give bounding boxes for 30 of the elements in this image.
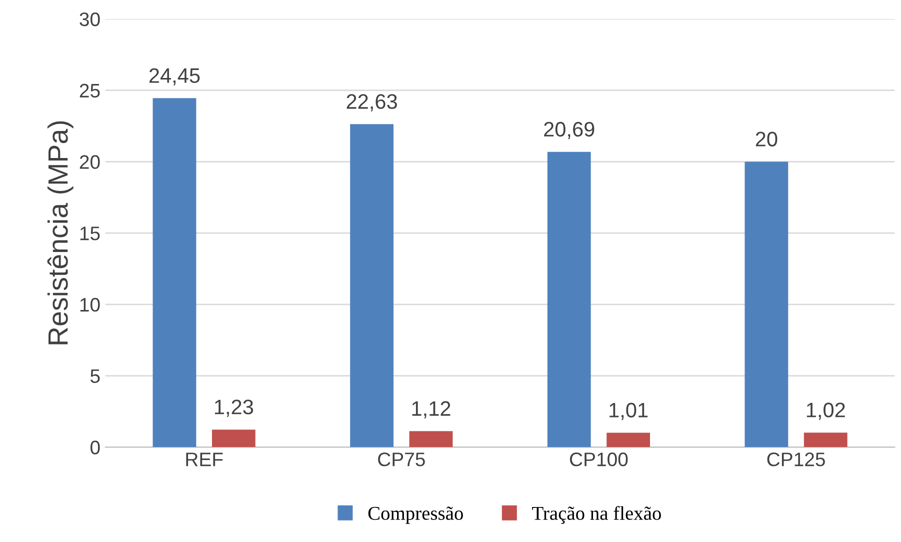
y-tick-label: 30: [80, 12, 100, 26]
y-tick-label: 10: [80, 298, 100, 312]
data-label: 1,02: [806, 402, 845, 420]
y-tick-label: 15: [80, 226, 100, 240]
x-tick-label: REF: [186, 452, 223, 466]
bar: [547, 152, 591, 448]
bar: [409, 431, 453, 448]
bar: [804, 432, 848, 448]
bar: [152, 98, 196, 448]
data-label: 20: [756, 132, 778, 146]
bar: [744, 162, 788, 448]
y-axis-title: Resistência (MPa): [47, 121, 74, 344]
x-tick-label: CP100: [570, 452, 628, 466]
bar: [212, 430, 256, 448]
data-label: 22,63: [346, 94, 397, 112]
data-label: 1,01: [610, 402, 648, 420]
data-label: 1,12: [412, 401, 450, 418]
legend-label: Compressão: [368, 506, 463, 524]
data-label: 20,69: [544, 122, 594, 140]
y-tick-label: 5: [90, 369, 100, 384]
bar: [350, 124, 394, 448]
y-tick-label: 25: [80, 84, 100, 98]
data-label: 24,45: [149, 68, 200, 86]
data-label: 1,23: [214, 400, 254, 417]
legend-label: Tração na flexão: [532, 506, 661, 524]
x-tick-label: CP125: [767, 452, 825, 466]
y-tick-label: 20: [80, 155, 100, 169]
y-tick-label: 0: [90, 440, 100, 454]
x-tick-label: CP75: [378, 452, 425, 466]
bar: [606, 432, 650, 448]
